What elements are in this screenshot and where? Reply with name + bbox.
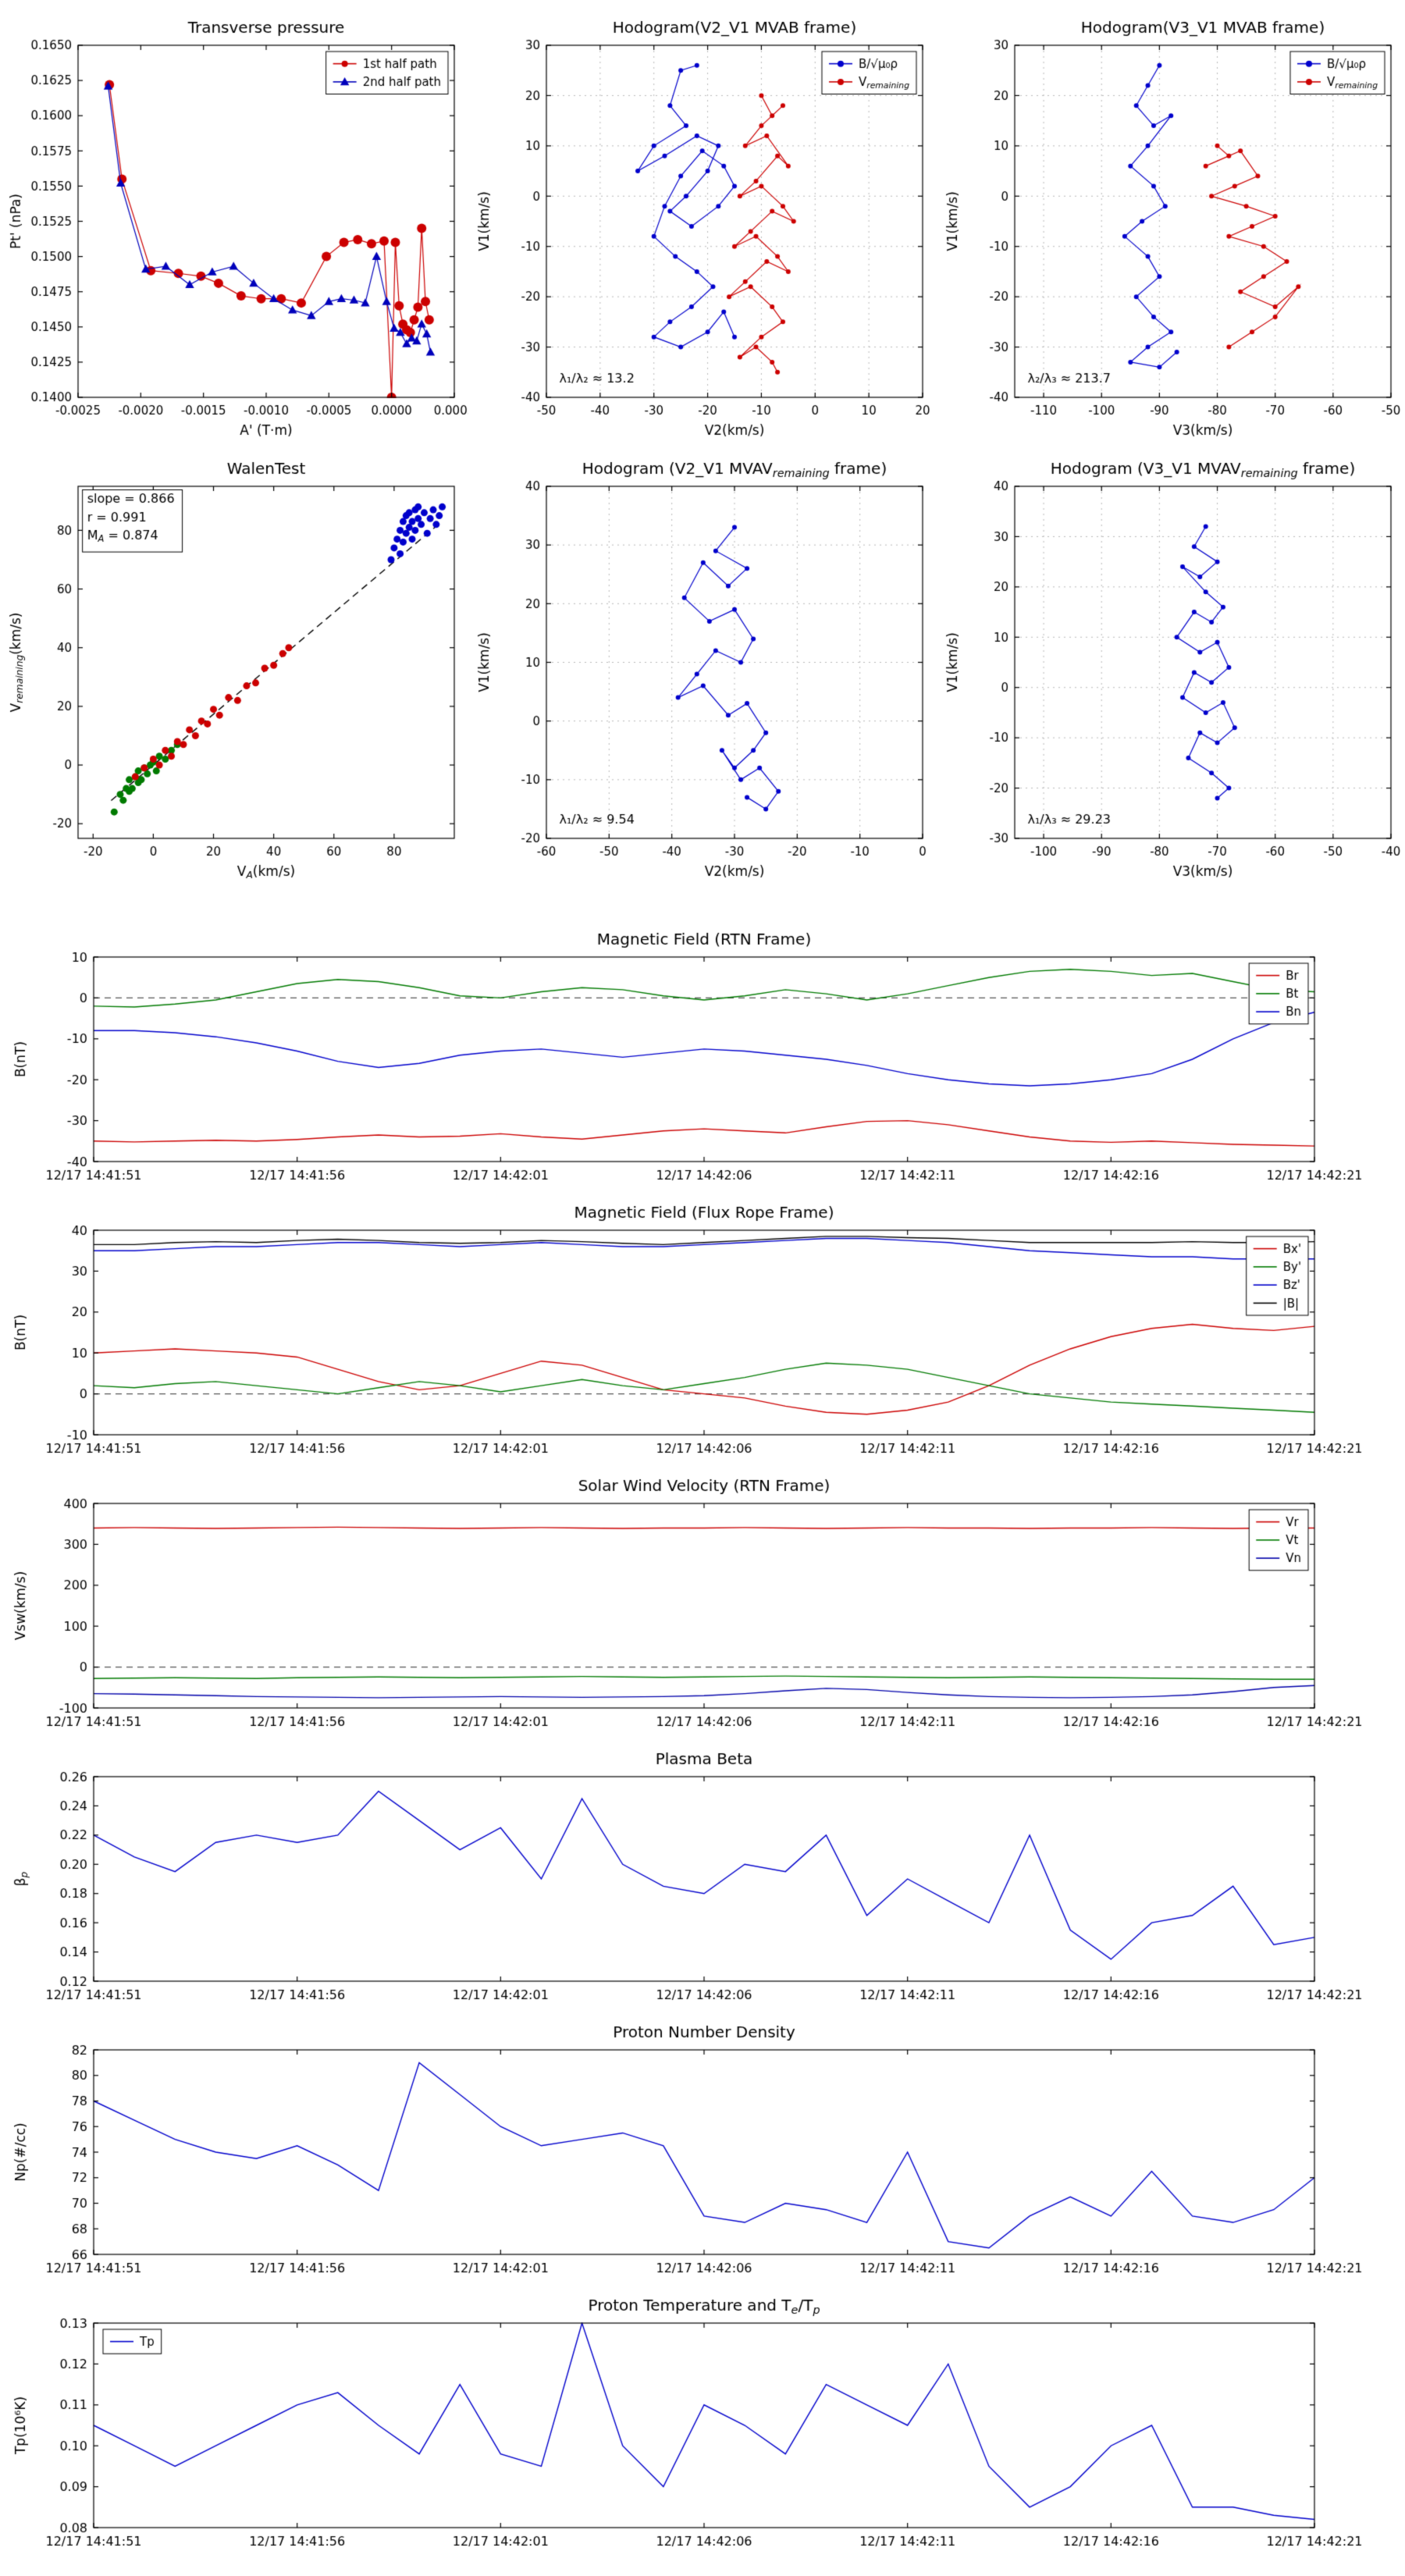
time-series-stack xyxy=(0,921,1405,2560)
walen-test-chart xyxy=(0,449,468,890)
hodogram-v3v1-mvab-chart xyxy=(937,8,1405,449)
magnetic-field-fluxrope-chart xyxy=(0,1194,1405,1468)
proton-temperature-chart xyxy=(0,2287,1405,2560)
proton-density-chart xyxy=(0,2014,1405,2287)
hodogram-v3v1-mvav-chart xyxy=(937,449,1405,890)
plasma-beta-chart xyxy=(0,1741,1405,2014)
magnetic-field-rtn-chart xyxy=(0,921,1405,1194)
hodogram-v2v1-mvav-chart xyxy=(468,449,937,890)
hodogram-v2v1-mvab-chart xyxy=(468,8,937,449)
top-charts-grid xyxy=(0,0,1405,890)
transverse-pressure-chart xyxy=(0,8,468,449)
solar-wind-velocity-chart xyxy=(0,1468,1405,1741)
